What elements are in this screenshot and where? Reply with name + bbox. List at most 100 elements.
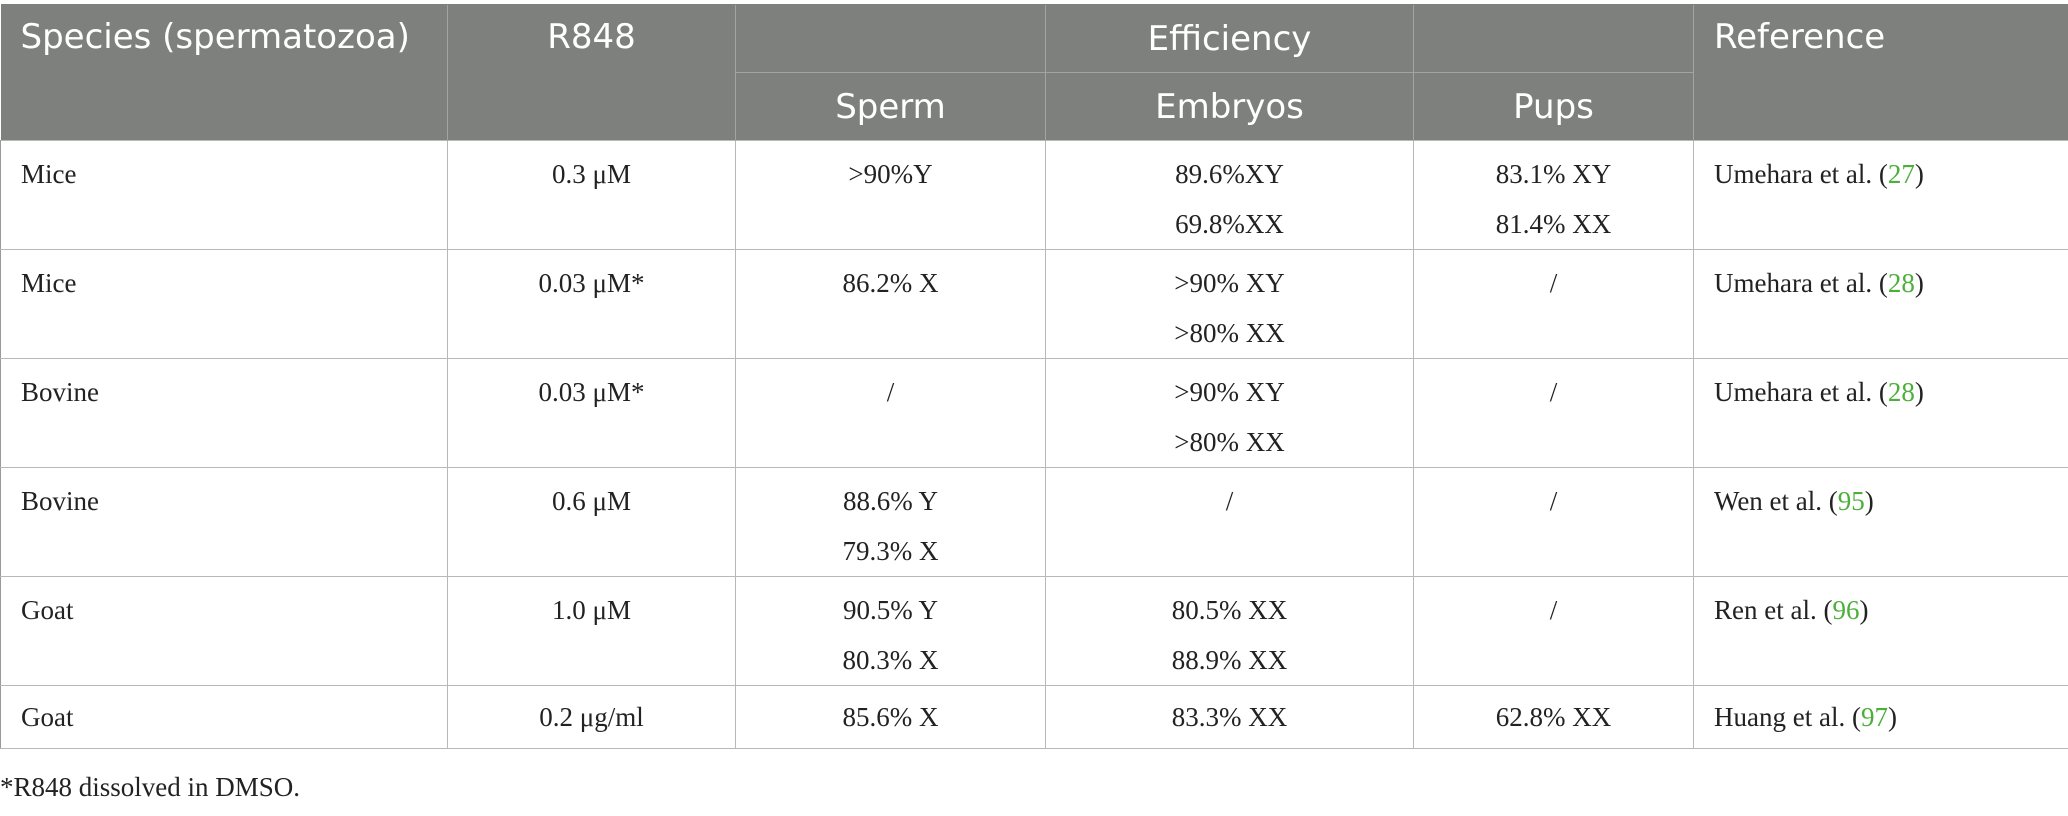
- cell-r848-text: 0.03 μM*: [538, 268, 645, 298]
- header-sperm: Sperm: [735, 72, 1046, 141]
- cell-embryos-value: ˃90% XY: [1174, 377, 1285, 407]
- cell-species-text: Goat: [21, 595, 74, 625]
- cell-sperm: /: [735, 358, 1046, 468]
- cell-r848-text: 0.2 μg/ml: [539, 702, 644, 732]
- cell-species-text: Goat: [21, 702, 74, 732]
- table-row: Bovine 0.6 μM 88.6% Y 79.3% X / / Wen et al. (…: [0, 467, 2068, 577]
- table-row: Goat 0.2 μg/ml 85.6% X 83.3% XX 62.8% XX Huan…: [0, 685, 2068, 749]
- cell-sperm: ˃90%Y: [735, 140, 1046, 250]
- cell-embryos: 89.6%XY 69.8%XX: [1045, 140, 1414, 250]
- header-species: Species (spermatozoa): [0, 4, 448, 141]
- cell-pups-value: /: [1549, 595, 1558, 625]
- cell-r848: 0.03 μM*: [447, 249, 736, 359]
- cell-species: Goat: [0, 576, 448, 686]
- header-blank: [1413, 4, 1694, 73]
- reference-close: ): [1914, 377, 1924, 407]
- reference-author: Umehara et al. (: [1714, 377, 1888, 407]
- citation-link[interactable]: 96: [1832, 595, 1860, 625]
- cell-sperm-value: 86.2% X: [842, 268, 939, 298]
- reference-close: ): [1859, 595, 1869, 625]
- cell-reference: Wen et al. (95): [1693, 467, 2068, 577]
- cell-embryos: 83.3% XX: [1045, 685, 1414, 749]
- table-row: Bovine 0.03 μM* / ˃90% XY ˃80% XX / Umehara et…: [0, 358, 2068, 468]
- cell-pups-value: /: [1549, 486, 1558, 516]
- table-body: Mice 0.3 μM ˃90%Y 89.6%XY 69.8%XX 83.1% XY 81.…: [0, 140, 2068, 749]
- reference-author: Ren et al. (: [1714, 595, 1833, 625]
- header-reference: Reference: [1693, 4, 2068, 141]
- cell-embryos: ˃90% XY ˃80% XX: [1045, 358, 1414, 468]
- cell-species: Bovine: [0, 467, 448, 577]
- reference-author: Umehara et al. (: [1714, 268, 1888, 298]
- cell-pups-value: /: [1549, 268, 1558, 298]
- cell-embryos-value: ˃90% XY: [1174, 268, 1285, 298]
- cell-sperm-value: 80.3% X: [842, 645, 939, 675]
- cell-species-text: Bovine: [21, 377, 99, 407]
- table-row: Goat 1.0 μM 90.5% Y 80.3% X 80.5% XX 88.9% XX…: [0, 576, 2068, 686]
- reference-close: ): [1887, 702, 1897, 732]
- cell-embryos: 80.5% XX 88.9% XX: [1045, 576, 1414, 686]
- cell-sperm-value: /: [886, 377, 895, 407]
- cell-r848: 0.3 μM: [447, 140, 736, 250]
- cell-species: Bovine: [0, 358, 448, 468]
- cell-species: Mice: [0, 140, 448, 250]
- cell-embryos-value: 69.8%XX: [1175, 209, 1284, 239]
- cell-species: Mice: [0, 249, 448, 359]
- cell-sperm-value: 88.6% Y: [843, 486, 938, 516]
- cell-sperm-value: 90.5% Y: [843, 595, 938, 625]
- cell-pups: /: [1413, 358, 1694, 468]
- cell-embryos-value: ˃80% XX: [1174, 318, 1285, 348]
- reference-close: ): [1914, 159, 1924, 189]
- reference-author: Huang et al. (: [1714, 702, 1861, 732]
- cell-reference: Umehara et al. (28): [1693, 249, 2068, 359]
- table-row: Mice 0.3 μM ˃90%Y 89.6%XY 69.8%XX 83.1% XY 81.…: [0, 140, 2068, 250]
- cell-species-text: Mice: [21, 159, 77, 189]
- reference-author: Umehara et al. (: [1714, 159, 1888, 189]
- cell-r848-text: 1.0 μM: [552, 595, 631, 625]
- cell-sperm: 86.2% X: [735, 249, 1046, 359]
- cell-r848-text: 0.3 μM: [552, 159, 631, 189]
- reference-author: Wen et al. (: [1714, 486, 1838, 516]
- cell-sperm-value: 85.6% X: [842, 702, 939, 732]
- header-efficiency: Efficiency: [1045, 4, 1414, 73]
- cell-r848-text: 0.03 μM*: [538, 377, 645, 407]
- cell-pups: 83.1% XY 81.4% XX: [1413, 140, 1694, 250]
- cell-r848: 0.03 μM*: [447, 358, 736, 468]
- cell-species-text: Bovine: [21, 486, 99, 516]
- reference-close: ): [1864, 486, 1874, 516]
- cell-embryos: /: [1045, 467, 1414, 577]
- cell-sperm: 88.6% Y 79.3% X: [735, 467, 1046, 577]
- cell-embryos-value: ˃80% XX: [1174, 427, 1285, 457]
- data-table: Species (spermatozoa) R848 Efficiency Re…: [0, 4, 2068, 749]
- cell-pups: /: [1413, 576, 1694, 686]
- citation-link[interactable]: 28: [1887, 377, 1915, 407]
- cell-sperm-value: ˃90%Y: [848, 159, 933, 189]
- header-pups: Pups: [1413, 72, 1694, 141]
- cell-embryos: ˃90% XY ˃80% XX: [1045, 249, 1414, 359]
- header-r848: R848: [447, 4, 736, 141]
- cell-pups: /: [1413, 467, 1694, 577]
- cell-sperm-value: 79.3% X: [842, 536, 939, 566]
- cell-reference: Umehara et al. (27): [1693, 140, 2068, 250]
- cell-pups: /: [1413, 249, 1694, 359]
- citation-link[interactable]: 27: [1887, 159, 1915, 189]
- citation-link[interactable]: 95: [1837, 486, 1865, 516]
- cell-reference: Huang et al. (97): [1693, 685, 2068, 749]
- table-header: Species (spermatozoa) R848 Efficiency Re…: [0, 4, 2068, 141]
- citation-link[interactable]: 28: [1887, 268, 1915, 298]
- table-footnote: *R848 dissolved in DMSO.: [0, 772, 301, 802]
- header-embryos: Embryos: [1045, 72, 1414, 141]
- cell-r848-text: 0.6 μM: [552, 486, 631, 516]
- header-blank: [735, 4, 1046, 73]
- cell-embryos-value: 83.3% XX: [1171, 702, 1288, 732]
- cell-embryos-value: 88.9% XX: [1171, 645, 1288, 675]
- cell-pups: 62.8% XX: [1413, 685, 1694, 749]
- cell-species: Goat: [0, 685, 448, 749]
- cell-species-text: Mice: [21, 268, 77, 298]
- cell-sperm: 90.5% Y 80.3% X: [735, 576, 1046, 686]
- cell-embryos-value: 89.6%XY: [1175, 159, 1284, 189]
- reference-close: ): [1914, 268, 1924, 298]
- cell-sperm: 85.6% X: [735, 685, 1046, 749]
- cell-embryos-value: 80.5% XX: [1171, 595, 1288, 625]
- citation-link[interactable]: 97: [1860, 702, 1888, 732]
- table-row: Mice 0.03 μM* 86.2% X ˃90% XY ˃80% XX / Umehar…: [0, 249, 2068, 359]
